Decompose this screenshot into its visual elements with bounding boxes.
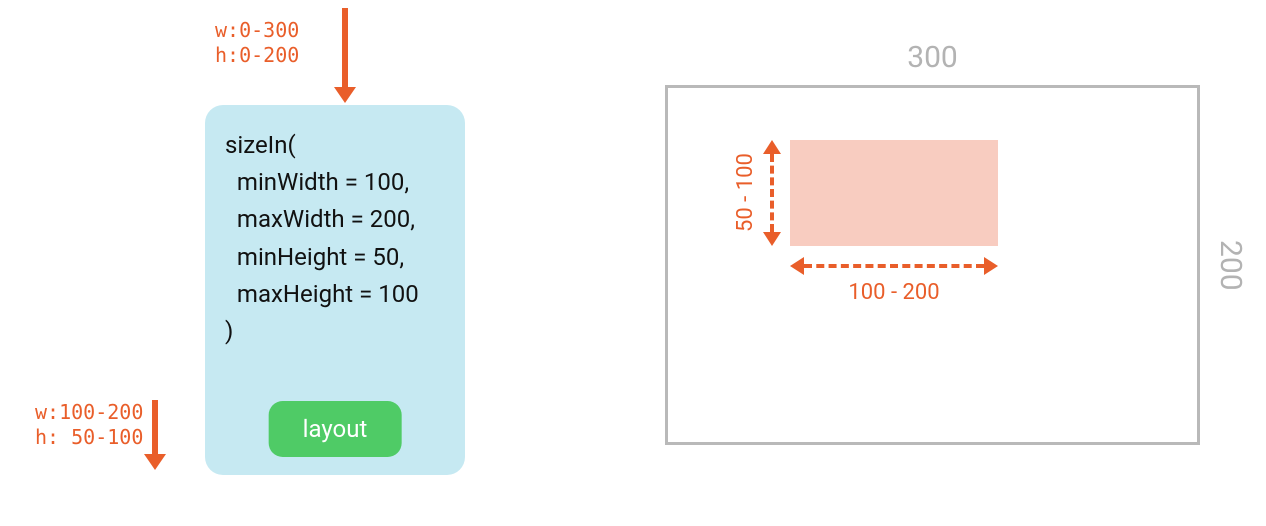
dashed-line [770,154,774,232]
height-range-measure: 50 - 100 [760,140,784,246]
code-box: sizeIn( minWidth = 100, maxWidth = 200, … [205,105,465,475]
width-range-measure: 100 - 200 [790,254,998,278]
outgoing-arrow [150,400,160,470]
arrow-shaft [342,8,348,89]
arrow-head-down-icon [334,87,356,103]
arrow-head-right-icon [984,257,998,275]
outgoing-constraints-label: w:100-200 h: 50-100 [35,400,143,450]
incoming-arrow [340,8,350,103]
arrow-head-down-icon [144,454,166,470]
arrow-shaft [152,400,158,456]
code-text: sizeIn( minWidth = 100, maxWidth = 200, … [225,127,445,350]
height-range-label: 50 - 100 [733,140,758,246]
layout-button[interactable]: layout [269,401,402,457]
arrow-head-left-icon [790,257,804,275]
container-height-label: 200 [1208,85,1248,445]
incoming-constraints-label: w:0-300 h:0-200 [215,18,299,68]
inner-rect [790,140,998,246]
arrow-head-down-icon [763,232,781,246]
dashed-line [804,264,984,268]
width-range-label: 100 - 200 [790,280,998,305]
container-width-label: 300 [665,40,1200,75]
arrow-head-up-icon [763,140,781,154]
